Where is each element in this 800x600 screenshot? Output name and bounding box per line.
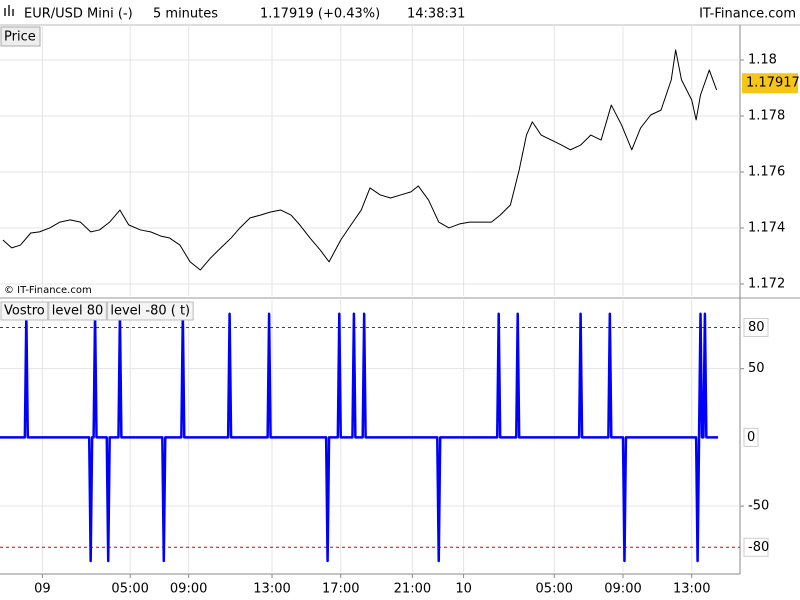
x-tick-label: 13:00 — [253, 582, 290, 597]
level-value-box — [743, 537, 769, 557]
level-value: 80 — [748, 320, 765, 335]
y-tick-label: -50 — [748, 499, 769, 514]
last-value-box — [742, 73, 798, 94]
pane-title-box — [0, 26, 41, 47]
clock: 14:38:31 — [407, 7, 465, 22]
x-tick-label: 17:00 — [322, 582, 359, 597]
x-tick-label: 21:00 — [394, 582, 431, 597]
x-tick-label: 09:00 — [604, 582, 641, 597]
credit: © IT-Finance.com — [4, 285, 92, 296]
legend-label: Vostro — [4, 304, 45, 319]
app-icon — [4, 5, 14, 16]
x-tick-label: 09 — [34, 582, 51, 597]
y-tick-label: 1.178 — [748, 108, 785, 123]
y-tick-label: 50 — [748, 361, 765, 376]
legend-label: level 80 — [52, 304, 104, 319]
x-tick-label: 10 — [455, 582, 472, 597]
last-value: 0 — [747, 430, 755, 445]
legend-label: level -80 ( t) — [110, 304, 190, 319]
last-value: 1.17917 — [746, 76, 800, 91]
legend-box — [106, 301, 194, 321]
y-tick-label: 1.174 — [748, 220, 785, 235]
pane-title: Price — [4, 30, 36, 45]
legend-box — [0, 301, 49, 321]
y-tick-label: 1.18 — [748, 52, 777, 67]
price-line — [2, 49, 718, 271]
level-value: -80 — [748, 540, 769, 555]
x-tick-label: 05:00 — [111, 582, 148, 597]
x-tick-label: 05:00 — [536, 582, 573, 597]
quote: 1.17919 (+0.43%) — [260, 7, 380, 22]
legend-box — [48, 301, 107, 321]
level-value-box — [743, 317, 769, 337]
y-tick-label: 1.172 — [748, 276, 785, 291]
x-tick-label: 13:00 — [673, 582, 710, 597]
indicator-line — [0, 312, 719, 563]
instrument: EUR/USD Mini (-) — [24, 7, 133, 22]
y-tick-label: 1.176 — [748, 164, 785, 179]
x-tick-label: 09:00 — [170, 582, 207, 597]
site-name: IT-Finance.com — [699, 7, 796, 22]
interval: 5 minutes — [153, 7, 218, 22]
last-value-box — [743, 427, 759, 447]
